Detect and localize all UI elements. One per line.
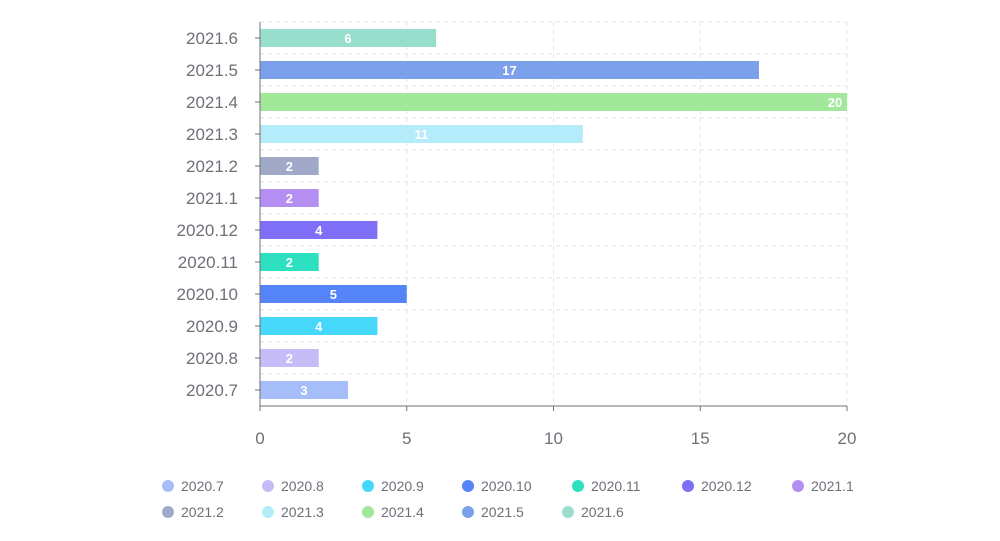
legend-label: 2021.1 — [811, 478, 854, 494]
bar-value-label: 4 — [315, 223, 323, 238]
bar-2021.5[interactable] — [260, 61, 759, 79]
bars: 3 2 4 5 2 4 2 2 11 20 17 6 — [260, 29, 847, 399]
legend[interactable]: 2020.7 2020.8 2020.9 2020.10 2020.11 2020.12 2… — [162, 478, 854, 520]
y-tick-label: 2020.11 — [178, 253, 238, 272]
bar-2021.1[interactable] — [260, 189, 319, 207]
y-tick-label: 2021.3 — [186, 125, 238, 144]
legend-marker — [262, 506, 274, 518]
bar-2021.4[interactable] — [260, 93, 847, 111]
bar-value-label: 3 — [300, 383, 307, 398]
legend-marker — [462, 506, 474, 518]
legend-item-2021.2[interactable]: 2021.2 — [162, 504, 224, 520]
bar-2020.9[interactable] — [260, 317, 378, 335]
y-tick-label: 2020.9 — [186, 317, 238, 336]
grid-lines — [260, 21, 848, 406]
y-tick-label: 2020.12 — [177, 221, 238, 240]
x-tick-label: 0 — [255, 429, 264, 448]
bar-value-label: 4 — [315, 319, 323, 334]
bar-value-label: 6 — [344, 31, 351, 46]
legend-label: 2020.7 — [181, 478, 224, 494]
bar-2020.8[interactable] — [260, 349, 319, 367]
legend-marker — [162, 506, 174, 518]
legend-label: 2021.5 — [481, 504, 524, 520]
legend-label: 2021.2 — [181, 504, 224, 520]
legend-marker — [362, 480, 374, 492]
legend-item-2021.5[interactable]: 2021.5 — [462, 504, 524, 520]
legend-item-2021.1[interactable]: 2021.1 — [792, 478, 854, 494]
legend-item-2020.10[interactable]: 2020.10 — [462, 478, 532, 494]
x-tick-label: 10 — [544, 429, 563, 448]
bar-value-label: 2 — [286, 351, 293, 366]
x-tick-label: 20 — [838, 429, 857, 448]
y-tick-label: 2021.6 — [186, 29, 238, 48]
bar-value-label: 2 — [286, 191, 293, 206]
bar-value-label: 2 — [286, 159, 293, 174]
x-tick-label: 15 — [691, 429, 710, 448]
legend-label: 2020.8 — [281, 478, 324, 494]
y-tick-label: 2021.4 — [186, 93, 238, 112]
legend-item-2020.12[interactable]: 2020.12 — [682, 478, 752, 494]
legend-item-2020.8[interactable]: 2020.8 — [262, 478, 324, 494]
legend-label: 2020.12 — [701, 478, 752, 494]
legend-marker — [682, 480, 694, 492]
legend-marker — [462, 480, 474, 492]
y-tick-label: 2020.10 — [177, 285, 238, 304]
legend-item-2020.11[interactable]: 2020.11 — [572, 478, 641, 494]
bar-2021.6[interactable] — [260, 29, 437, 47]
legend-marker — [162, 480, 174, 492]
x-tick-label: 5 — [402, 429, 411, 448]
legend-item-2021.3[interactable]: 2021.3 — [262, 504, 324, 520]
legend-label: 2021.3 — [281, 504, 324, 520]
bar-2021.2[interactable] — [260, 157, 319, 175]
y-tick-label: 2021.2 — [186, 157, 238, 176]
legend-marker — [362, 506, 374, 518]
bar-2021.3[interactable] — [260, 125, 583, 143]
legend-label: 2020.9 — [381, 478, 424, 494]
legend-marker — [792, 480, 804, 492]
axes: 2020.7 2020.8 2020.9 2020.10 2020.11 2020.12 2… — [177, 22, 857, 448]
legend-label: 2020.11 — [591, 478, 641, 494]
legend-label: 2021.4 — [381, 504, 424, 520]
bar-value-label: 20 — [828, 95, 842, 110]
bar-2020.7[interactable] — [260, 381, 349, 399]
bar-value-label: 2 — [286, 255, 293, 270]
legend-marker — [262, 480, 274, 492]
legend-item-2020.7[interactable]: 2020.7 — [162, 478, 224, 494]
y-tick-label: 2020.7 — [186, 381, 238, 400]
legend-marker — [572, 480, 584, 492]
legend-item-2021.4[interactable]: 2021.4 — [362, 504, 424, 520]
legend-item-2021.6[interactable]: 2021.6 — [562, 504, 624, 520]
legend-label: 2021.6 — [581, 504, 624, 520]
y-tick-label: 2020.8 — [186, 349, 238, 368]
legend-marker — [562, 506, 574, 518]
y-tick-label: 2021.5 — [186, 61, 238, 80]
legend-item-2020.9[interactable]: 2020.9 — [362, 478, 424, 494]
bar-value-label: 5 — [330, 287, 337, 302]
bar-2020.12[interactable] — [260, 221, 378, 239]
bar-2020.11[interactable] — [260, 253, 319, 271]
legend-label: 2020.10 — [481, 478, 532, 494]
bar-2020.10[interactable] — [260, 285, 407, 303]
bar-value-label: 11 — [415, 127, 429, 142]
bar-value-label: 17 — [502, 63, 516, 78]
y-tick-label: 2021.1 — [186, 189, 238, 208]
